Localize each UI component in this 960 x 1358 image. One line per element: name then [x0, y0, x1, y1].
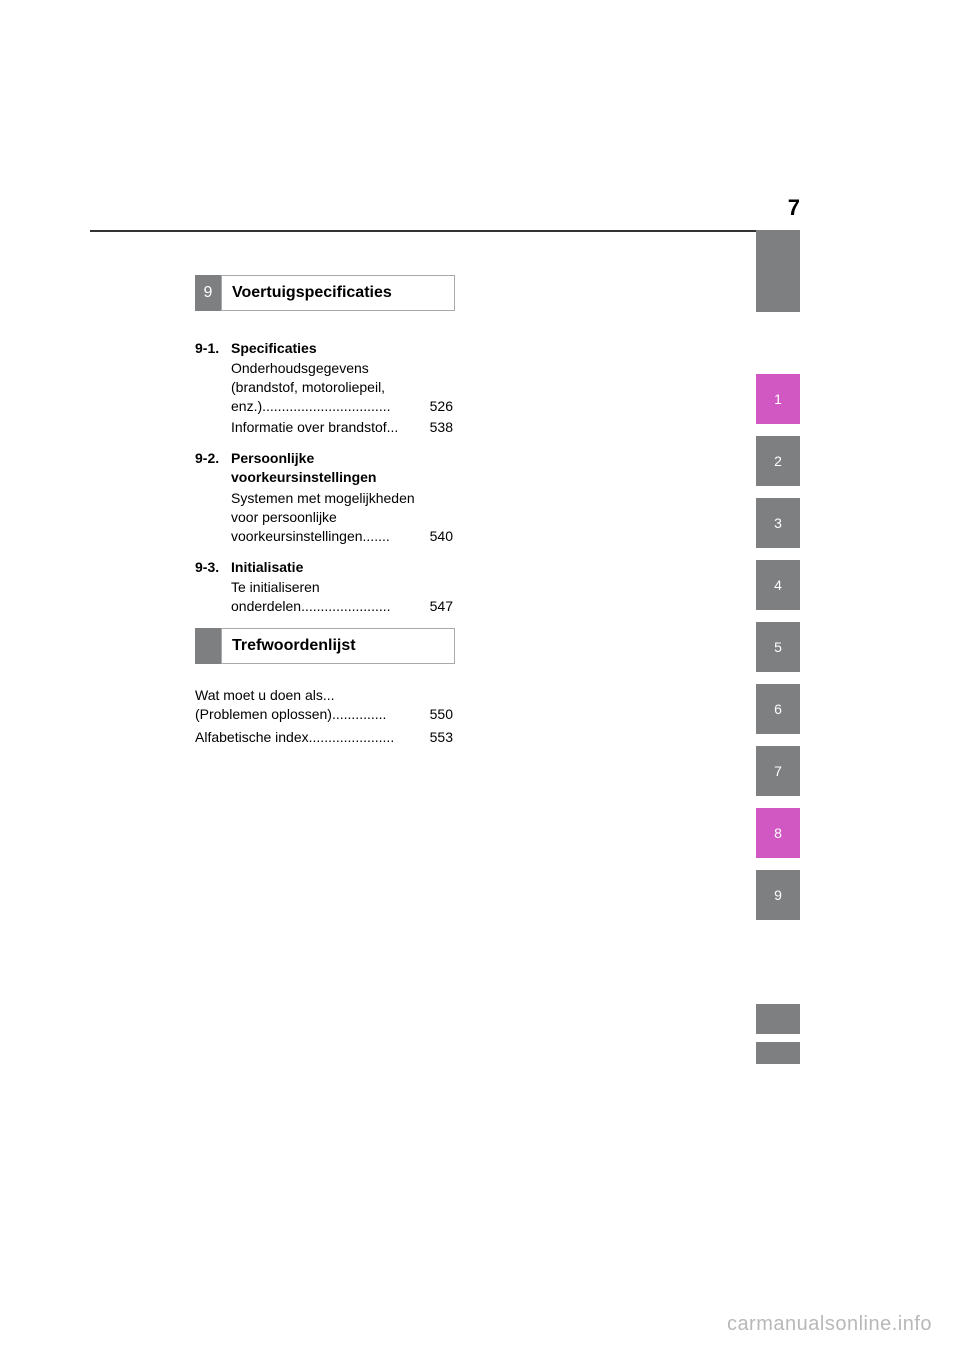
- chapter-tab-6[interactable]: 6: [756, 684, 800, 734]
- index-header: Trefwoordenlijst: [195, 628, 455, 664]
- chapter-tab-label: 7: [774, 763, 782, 779]
- toc-item-leader-dots: ...: [387, 418, 430, 437]
- tab-gap: [756, 312, 800, 374]
- chapter-header: 9 Voertuigspecificaties: [195, 275, 455, 311]
- chapter-tabs: 1 2 3 4 5 6 7 8 9: [756, 230, 800, 1064]
- toc-section-number: 9-1.: [195, 339, 231, 358]
- chapter-title-box: Voertuigspecificaties: [221, 275, 455, 311]
- chapter-tab-7[interactable]: 7: [756, 746, 800, 796]
- chapter-tab-label: 6: [774, 701, 782, 717]
- tab-gap: [756, 734, 800, 746]
- tab-gap: [756, 672, 800, 684]
- toc-item-label: Informatie over brandstof...538: [231, 418, 455, 437]
- tab-gap: [756, 548, 800, 560]
- tab-gap: [756, 424, 800, 436]
- toc-item-leader-dots: .......: [363, 527, 430, 546]
- chapter-tab-5[interactable]: 5: [756, 622, 800, 672]
- chapter-tab-9[interactable]: 9: [756, 870, 800, 920]
- toc-section-title: Specificaties: [231, 339, 455, 358]
- toc-item: Systemen met mogelijkhedenvoor persoonli…: [231, 489, 455, 546]
- chapter-tab-1[interactable]: 1: [756, 374, 800, 424]
- toc-section: 9-3.InitialisatieTe initialiserenonderde…: [195, 558, 455, 617]
- chapter-tab-8[interactable]: 8: [756, 808, 800, 858]
- tab-gap: [756, 796, 800, 808]
- toc-item: Informatie over brandstof...538: [231, 418, 455, 437]
- toc-section-title: Persoonlijke voorkeursinstellingen: [231, 449, 455, 487]
- toc-content: 9 Voertuigspecificaties 9-1.Specificatie…: [195, 275, 455, 750]
- index-item-page: 550: [430, 705, 453, 724]
- toc-section: 9-1.SpecificatiesOnderhoudsgegevens(bran…: [195, 339, 455, 437]
- page-number: 7: [788, 195, 800, 221]
- toc-item-page: 540: [430, 527, 453, 546]
- toc-section-title: Initialisatie: [231, 558, 455, 577]
- toc-item-label: Systemen met mogelijkhedenvoor persoonli…: [231, 489, 455, 546]
- toc-item-page: 538: [430, 418, 453, 437]
- toc-section-head: 9-2.Persoonlijke voorkeursinstellingen: [195, 449, 455, 487]
- chapter-tab-label: 1: [774, 391, 782, 407]
- index-item-page: 553: [430, 728, 453, 747]
- toc-item-label: Te initialiserenonderdelen..............…: [231, 578, 455, 616]
- toc-section-number: 9-3.: [195, 558, 231, 577]
- chapter-tab-3[interactable]: 3: [756, 498, 800, 548]
- header-rule: [90, 230, 800, 232]
- toc-item-leader-dots: .................................: [262, 397, 430, 416]
- watermark: carmanualsonline.info: [727, 1313, 932, 1336]
- tab-gap: [756, 486, 800, 498]
- chapter-tab-label: 2: [774, 453, 782, 469]
- toc-item-label: Onderhoudsgegevens(brandstof, motoroliep…: [231, 359, 455, 416]
- chapter-tab-label: 4: [774, 577, 782, 593]
- chapter-tab-label: 9: [774, 887, 782, 903]
- index-title-box: Trefwoordenlijst: [221, 628, 455, 664]
- chapter-tab-label: 5: [774, 639, 782, 655]
- index-item-label: Alfabetische index .....................…: [195, 728, 455, 747]
- tab-gap: [756, 920, 800, 1004]
- toc-section: 9-2.Persoonlijke voorkeursinstellingenSy…: [195, 449, 455, 545]
- tab-gap: [756, 610, 800, 622]
- chapter-tab[interactable]: [756, 1004, 800, 1034]
- tab-gap: [756, 858, 800, 870]
- toc-section-number: 9-2.: [195, 449, 231, 487]
- toc-item-page: 526: [430, 397, 453, 416]
- index-item-leader-dots: ..............: [332, 705, 430, 724]
- chapter-number-box: 9: [195, 275, 221, 311]
- toc-item-page: 547: [430, 597, 453, 616]
- tab-gap: [756, 1034, 800, 1042]
- chapter-tab[interactable]: [756, 230, 800, 312]
- chapter-tab-2[interactable]: 2: [756, 436, 800, 486]
- index-item: Alfabetische index .....................…: [195, 728, 455, 747]
- index-item-leader-dots: ......................: [309, 728, 430, 747]
- toc-item-leader-dots: .......................: [301, 597, 430, 616]
- toc-item: Te initialiserenonderdelen..............…: [231, 578, 455, 616]
- index-item: Wat moet u doen als...(Problemen oplosse…: [195, 686, 455, 724]
- index-item-label: Wat moet u doen als...(Problemen oplosse…: [195, 686, 455, 724]
- index-tab: [195, 628, 221, 664]
- toc-item: Onderhoudsgegevens(brandstof, motoroliep…: [231, 359, 455, 416]
- chapter-tab-4[interactable]: 4: [756, 560, 800, 610]
- toc-section-head: 9-3.Initialisatie: [195, 558, 455, 577]
- chapter-tab-label: 3: [774, 515, 782, 531]
- chapter-tab[interactable]: [756, 1042, 800, 1064]
- chapter-tab-label: 8: [774, 825, 782, 841]
- toc-section-head: 9-1.Specificaties: [195, 339, 455, 358]
